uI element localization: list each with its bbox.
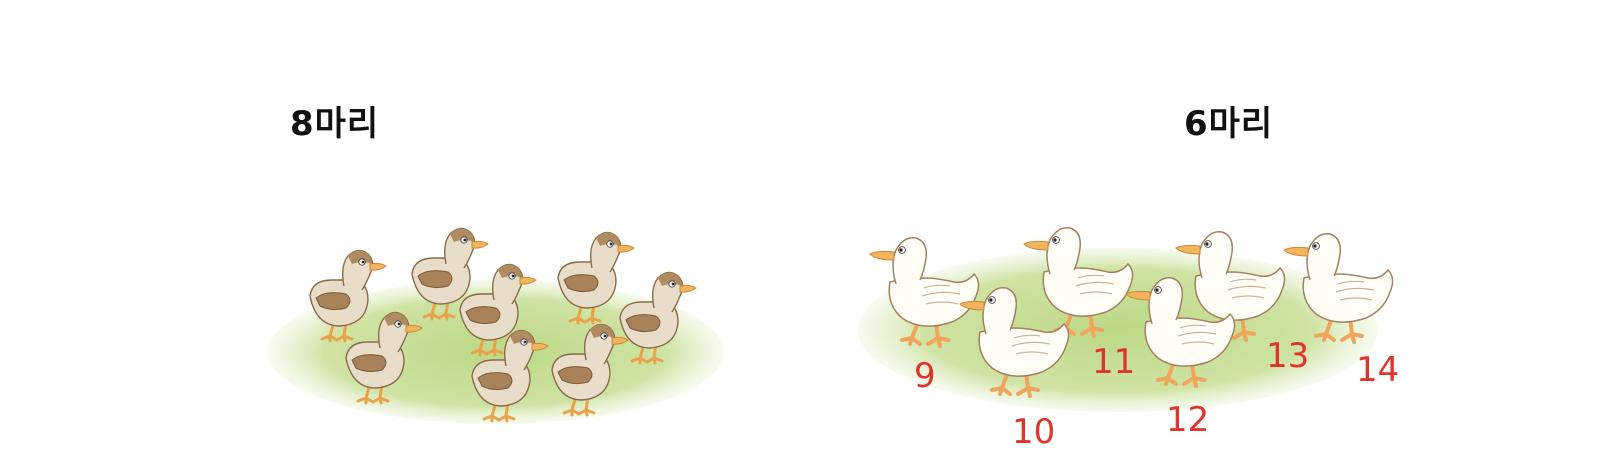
right-group-label: 6마리 [1184,104,1274,144]
left-group-label: 8마리 [290,104,380,144]
counting-number: 12 [1166,400,1210,440]
counting-number: 13 [1266,336,1310,376]
counting-number: 10 [1012,412,1056,452]
counting-number: 11 [1092,342,1136,382]
counting-number: 9 [914,356,936,396]
counting-number: 14 [1356,350,1400,390]
